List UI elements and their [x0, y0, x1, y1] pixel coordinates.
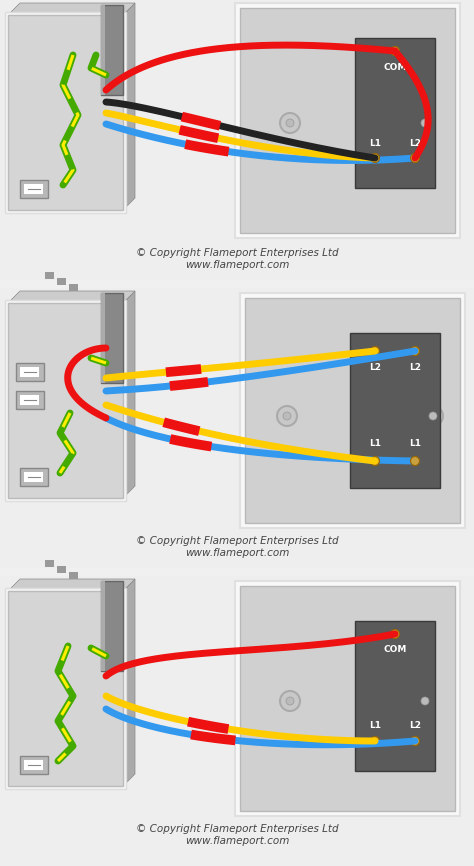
Bar	[23, 183, 43, 194]
Bar	[16, 391, 44, 409]
Text: © Copyright Flameport Enterprises Ltd
www.flameport.com: © Copyright Flameport Enterprises Ltd ww…	[136, 248, 338, 269]
Polygon shape	[8, 3, 135, 15]
Bar	[45, 560, 54, 567]
Bar	[101, 581, 123, 671]
Bar	[8, 15, 123, 210]
Bar	[20, 468, 48, 486]
Bar	[8, 591, 123, 786]
Bar	[23, 471, 43, 482]
Text: L1: L1	[369, 139, 381, 147]
Circle shape	[423, 406, 443, 426]
Bar	[19, 366, 39, 377]
Bar	[0, 576, 474, 866]
Circle shape	[280, 113, 300, 133]
Circle shape	[286, 697, 294, 705]
Bar	[69, 284, 78, 291]
Text: © Copyright Flameport Enterprises Ltd
www.flameport.com: © Copyright Flameport Enterprises Ltd ww…	[136, 536, 338, 558]
Bar	[20, 756, 48, 774]
Bar	[350, 333, 440, 488]
Text: L1: L1	[369, 721, 381, 731]
Bar	[101, 5, 123, 95]
Text: L2: L2	[369, 364, 381, 372]
Text: L2: L2	[409, 139, 421, 147]
Text: COM: COM	[383, 63, 407, 73]
Bar	[355, 621, 435, 771]
Text: L1: L1	[409, 438, 421, 448]
Bar	[5, 12, 126, 213]
Bar	[101, 5, 105, 95]
Bar	[57, 566, 66, 573]
Bar	[240, 8, 455, 233]
Text: L2: L2	[409, 721, 421, 731]
Text: COM: COM	[383, 644, 407, 654]
Bar	[245, 298, 460, 523]
Circle shape	[371, 736, 380, 746]
Bar	[69, 572, 78, 579]
Circle shape	[277, 406, 297, 426]
Circle shape	[391, 630, 400, 638]
Bar	[5, 588, 126, 789]
Circle shape	[410, 346, 419, 356]
Bar	[8, 303, 123, 498]
Bar	[240, 586, 455, 811]
Text: © Copyright Flameport Enterprises Ltd
www.flameport.com: © Copyright Flameport Enterprises Ltd ww…	[136, 824, 338, 845]
Circle shape	[410, 456, 419, 466]
Bar	[235, 581, 460, 816]
Circle shape	[371, 153, 380, 163]
Circle shape	[421, 697, 429, 705]
Bar	[23, 759, 43, 770]
Circle shape	[280, 691, 300, 711]
Polygon shape	[123, 579, 135, 786]
Bar	[0, 288, 474, 568]
Bar	[20, 180, 48, 198]
Bar	[0, 0, 474, 280]
Circle shape	[410, 153, 419, 163]
Circle shape	[283, 412, 291, 420]
Polygon shape	[8, 579, 135, 591]
Bar	[16, 363, 44, 381]
Polygon shape	[123, 291, 135, 498]
Bar	[57, 278, 66, 285]
Bar	[240, 293, 465, 528]
Text: L1: L1	[369, 438, 381, 448]
Bar	[19, 394, 39, 405]
Circle shape	[415, 113, 435, 133]
Circle shape	[410, 736, 419, 746]
Circle shape	[421, 119, 429, 127]
Circle shape	[371, 456, 380, 466]
Bar	[101, 293, 105, 383]
Text: L2: L2	[409, 364, 421, 372]
Circle shape	[391, 47, 400, 55]
Bar	[101, 293, 123, 383]
Polygon shape	[8, 291, 135, 303]
Bar	[45, 272, 54, 279]
Circle shape	[429, 412, 437, 420]
Circle shape	[286, 119, 294, 127]
Circle shape	[415, 691, 435, 711]
Bar	[101, 581, 105, 671]
Bar	[5, 300, 126, 501]
Bar	[355, 38, 435, 188]
Polygon shape	[123, 3, 135, 210]
Circle shape	[371, 346, 380, 356]
Bar	[235, 3, 460, 238]
